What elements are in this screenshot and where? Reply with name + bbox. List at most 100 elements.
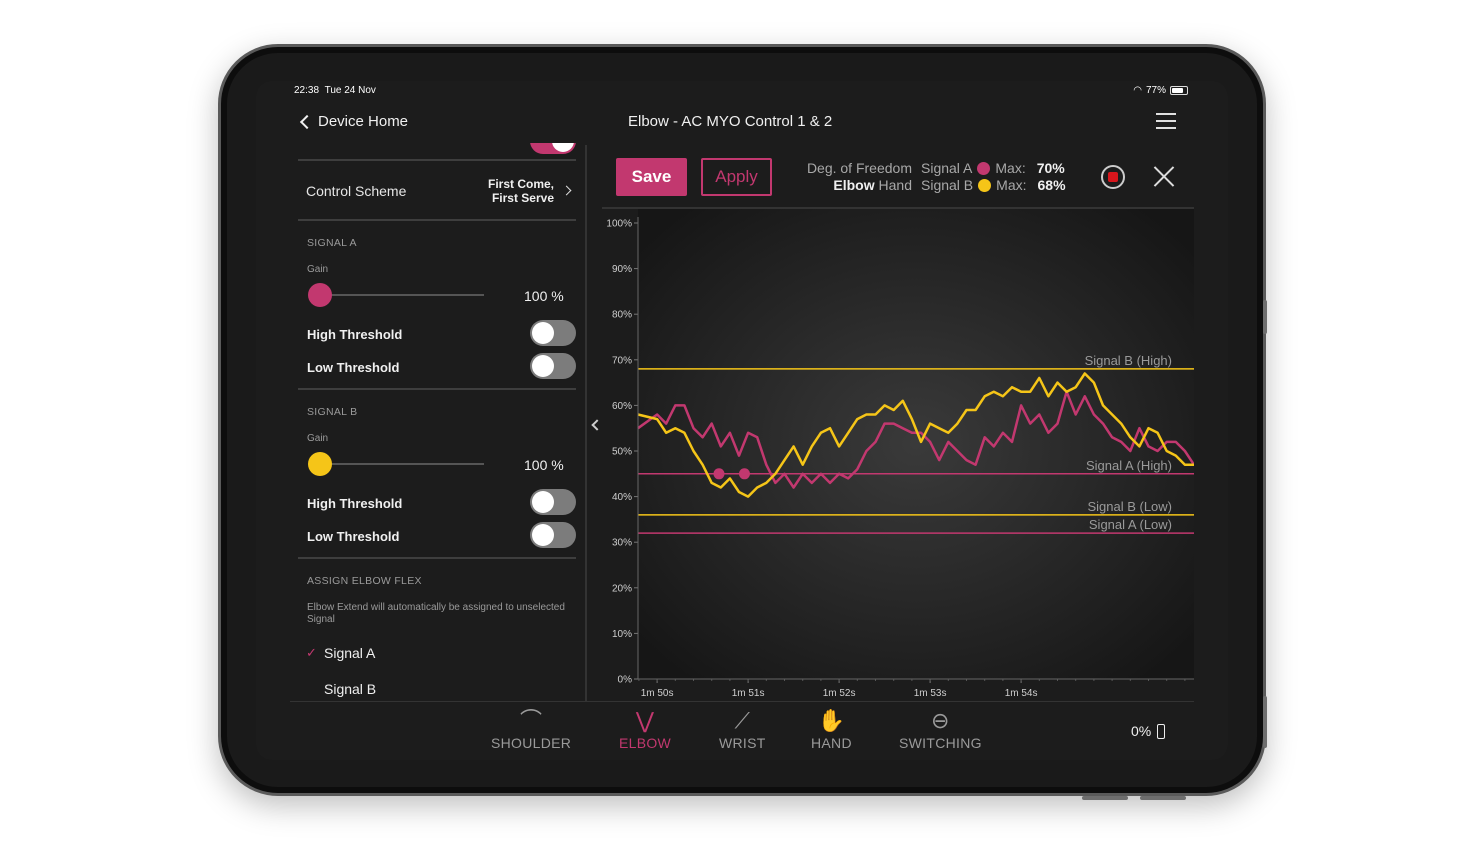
scrolled-toggle[interactable] <box>530 143 576 154</box>
signal-b-legend: Signal B Max: 68% <box>921 177 1066 193</box>
tablet-top-button <box>1140 796 1186 800</box>
signal-a-gain-value: 100 % <box>524 288 564 304</box>
y-tick-label: 10% <box>612 629 632 640</box>
signal-a-low-threshold-label: Low Threshold <box>307 360 400 375</box>
y-tick-label: 70% <box>612 355 632 366</box>
signal-b-gain-label: Gain <box>307 433 329 444</box>
dof-label: Deg. of Freedom <box>806 160 912 176</box>
signal-b-gain-thumb[interactable] <box>308 452 332 476</box>
tab-hand[interactable]: ✋ HAND <box>811 707 852 751</box>
signal-a-color-dot <box>977 161 991 175</box>
signal-a-gain-track[interactable] <box>316 294 484 296</box>
assign-elbow-flex-header: ASSIGN ELBOW FLEX <box>307 575 422 587</box>
assign-option-signal-a[interactable]: Signal A <box>324 645 376 661</box>
tab-shoulder[interactable]: ⌒ SHOULDER <box>491 707 571 751</box>
wifi-icon: ◠ <box>1133 85 1142 96</box>
x-tick-label: 1m 52s <box>823 688 856 699</box>
signal-a-high-threshold-label: High Threshold <box>307 327 403 342</box>
control-scheme-label: Control Scheme <box>306 183 407 199</box>
emg-chart: Signal B (High) Signal A (High) Signal B (… <box>606 209 1194 699</box>
settings-panel[interactable]: Control Scheme First Come, First Serve S… <box>298 143 576 701</box>
tab-label: WRIST <box>719 735 766 751</box>
tab-switching[interactable]: ⊖ SWITCHING <box>899 707 982 751</box>
signal-a-high-threshold-toggle[interactable] <box>530 320 576 346</box>
chevron-right-icon <box>561 185 572 196</box>
assign-note: Elbow Extend will automatically be assig… <box>307 602 565 625</box>
y-tick-label: 50% <box>612 447 632 458</box>
y-tick-label: 40% <box>612 492 632 503</box>
tab-wrist[interactable]: ⟋ WRIST <box>719 707 766 751</box>
tab-label: ELBOW <box>619 735 672 751</box>
tab-bar-divider <box>290 701 1194 702</box>
elbow-icon: ⋁ <box>635 708 655 733</box>
signal-a-legend: Signal A Max: 70% <box>921 160 1065 176</box>
signal-b-max-label: Max: <box>996 177 1027 193</box>
apply-button[interactable]: Apply <box>701 158 772 196</box>
signal-b-header: SIGNAL B <box>307 406 358 418</box>
tab-label: SHOULDER <box>491 735 572 751</box>
assign-option-signal-b[interactable]: Signal B <box>324 681 377 697</box>
battery-icon <box>1170 86 1188 95</box>
signal-b-legend-name: Signal B <box>921 177 974 193</box>
menu-icon[interactable] <box>1156 113 1176 129</box>
switch-icon: ⊖ <box>931 708 950 733</box>
collapse-panel-icon[interactable] <box>591 419 603 431</box>
series-marker <box>713 468 725 480</box>
device-battery-icon <box>1157 723 1166 739</box>
signal-a-max-value: 70% <box>1036 160 1065 176</box>
chevron-left-icon <box>299 114 315 130</box>
signal-a-gain-label: Gain <box>307 264 329 275</box>
signal-b-color-dot <box>978 178 992 192</box>
battery-percent: 77% <box>1145 85 1166 96</box>
signal-a-max-label: Max: <box>995 160 1026 176</box>
divider <box>602 207 1194 209</box>
status-bar: 22:38 Tue 24 Nov ◠ 77% <box>256 81 1228 103</box>
divider <box>298 159 576 161</box>
page-title: Elbow - AC MYO Control 1 & 2 <box>628 113 833 130</box>
x-tick-label: 1m 53s <box>914 688 947 699</box>
chart-plot-area <box>638 209 1194 679</box>
signal-a-gain-thumb[interactable] <box>308 283 332 307</box>
tab-elbow[interactable]: ⋁ ELBOW <box>619 707 671 751</box>
checkmark-icon: ✓ <box>306 645 317 660</box>
back-label: Device Home <box>318 113 409 130</box>
shoulder-icon: ⌒ <box>519 708 543 733</box>
status-time: 22:38 Tue 24 Nov <box>294 85 376 96</box>
signal-b-gain-track[interactable] <box>316 463 484 465</box>
record-button[interactable] <box>1101 165 1125 189</box>
y-tick-label: 80% <box>612 310 632 321</box>
divider <box>298 219 576 221</box>
x-tick-label: 1m 50s <box>641 688 674 699</box>
app-screen: 22:38 Tue 24 Nov ◠ 77% Device Home Elbow… <box>256 81 1228 760</box>
series-marker <box>738 468 750 480</box>
signal-b-low-threshold-toggle[interactable] <box>530 522 576 548</box>
device-battery-percent: 0% <box>1131 723 1152 739</box>
x-tick-label: 1m 51s <box>732 688 765 699</box>
tab-label: SWITCHING <box>899 735 982 751</box>
threshold-label: Signal B (High) <box>1085 353 1172 368</box>
threshold-label: Signal A (High) <box>1086 458 1172 473</box>
signal-a-low-threshold-toggle[interactable] <box>530 353 576 379</box>
degree-of-freedom-selector[interactable]: Deg. of Freedom Elbow Hand <box>792 160 912 194</box>
divider <box>298 557 576 559</box>
divider <box>298 388 576 390</box>
hand-icon: ✋ <box>817 708 846 733</box>
tablet-side-button <box>1263 300 1267 334</box>
tab-label: HAND <box>811 735 852 751</box>
threshold-label: Signal B (Low) <box>1087 499 1172 514</box>
threshold-label: Signal A (Low) <box>1089 517 1172 532</box>
series-line-signal-b <box>637 372 1194 498</box>
device-battery: 0% <box>1131 723 1166 739</box>
save-button[interactable]: Save <box>616 158 687 196</box>
dof-values: Elbow Hand <box>833 177 912 193</box>
y-tick-label: 100% <box>606 219 632 230</box>
y-tick-label: 20% <box>612 583 632 594</box>
signal-b-high-threshold-label: High Threshold <box>307 496 403 511</box>
y-tick-label: 30% <box>612 538 632 549</box>
status-right: ◠ 77% <box>1133 85 1188 96</box>
y-tick-label: 60% <box>612 401 632 412</box>
signal-b-gain-value: 100 % <box>524 457 564 473</box>
close-icon[interactable] <box>1151 163 1177 189</box>
signal-b-high-threshold-toggle[interactable] <box>530 489 576 515</box>
back-button[interactable]: Device Home <box>299 113 409 130</box>
